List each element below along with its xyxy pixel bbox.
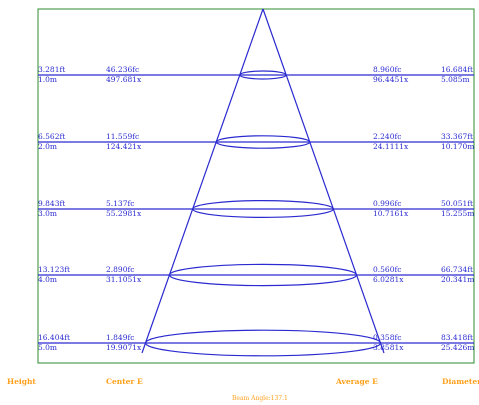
- diameter-m-label: 20.341m: [441, 275, 474, 284]
- diameter-m-label: 5.085m: [441, 75, 470, 84]
- average-fc-label: 2.240fc: [373, 132, 401, 141]
- average-lux-label: 3.8581x: [373, 343, 404, 352]
- center-lux-label: 31.1051x: [106, 275, 142, 284]
- average-lux-label: 6.0281x: [373, 275, 404, 284]
- height-m-label: 5.0m: [38, 343, 57, 352]
- diameter-ft-label: 16.684ft: [441, 65, 473, 74]
- center-fc-label: 11.559fc: [106, 132, 139, 141]
- diameter-ft-label: 33.367ft: [441, 132, 473, 141]
- center-lux-label: 19.9071x: [106, 343, 142, 352]
- average-fc-label: 0.996fc: [373, 199, 401, 208]
- center-fc-label: 1.849fc: [106, 333, 134, 342]
- average-lux-label: 10.7161x: [373, 209, 409, 218]
- footer-center-label: Center E: [106, 377, 143, 386]
- average-fc-label: 0.560fc: [373, 265, 401, 274]
- diameter-ft-label: 83.418ft: [441, 333, 473, 342]
- center-fc-label: 5.137fc: [106, 199, 134, 208]
- height-ft-label: 9.843ft: [38, 199, 65, 208]
- cone-left-edge: [141, 8, 264, 354]
- average-fc-label: 0.358fc: [373, 333, 401, 342]
- height-m-label: 2.0m: [38, 142, 57, 151]
- center-lux-label: 124.421x: [106, 142, 142, 151]
- height-m-label: 4.0m: [38, 275, 57, 284]
- beam-angle-label: Beam Angle:137.1: [232, 395, 288, 402]
- height-ft-label: 3.281ft: [38, 65, 65, 74]
- center-fc-label: 2.890fc: [106, 265, 134, 274]
- diameter-m-label: 25.426m: [441, 343, 474, 352]
- diameter-ft-label: 50.051ft: [441, 199, 473, 208]
- footer-diameter-label: Diameter: [442, 377, 479, 386]
- height-ft-label: 6.562ft: [38, 132, 65, 141]
- average-fc-label: 8.960fc: [373, 65, 401, 74]
- height-ft-label: 13.123ft: [38, 265, 70, 274]
- diameter-m-label: 10.170m: [441, 142, 474, 151]
- diameter-ft-label: 66.734ft: [441, 265, 473, 274]
- center-fc-label: 46.236fc: [106, 65, 139, 74]
- diagram-frame: [37, 8, 475, 364]
- cone-right-edge: [262, 8, 385, 354]
- height-m-label: 3.0m: [38, 209, 57, 218]
- height-m-label: 1.0m: [38, 75, 57, 84]
- height-ft-label: 16.404ft: [38, 333, 70, 342]
- diameter-m-label: 15.255m: [441, 209, 474, 218]
- footer-height-label: Height: [7, 377, 36, 386]
- footer-average-label: Average E: [335, 377, 378, 386]
- average-lux-label: 96.4451x: [373, 75, 409, 84]
- center-lux-label: 497.681x: [106, 75, 142, 84]
- beam-cone: [141, 8, 385, 354]
- average-lux-label: 24.1111x: [373, 142, 409, 151]
- center-lux-label: 55.2981x: [106, 209, 142, 218]
